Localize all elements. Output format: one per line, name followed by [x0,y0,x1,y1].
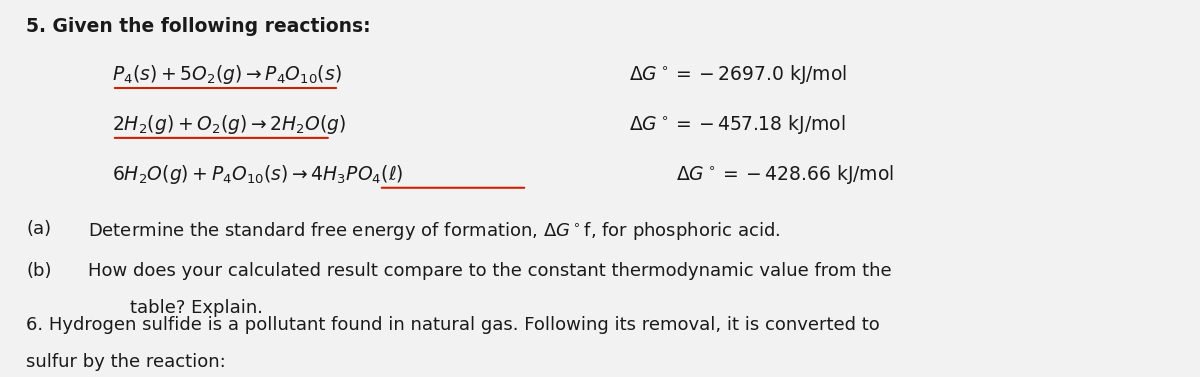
Text: $\Delta G^\circ = -428.66\ \mathrm{kJ/mol}$: $\Delta G^\circ = -428.66\ \mathrm{kJ/mo… [677,162,894,185]
Text: $\Delta G^\circ = -457.18\ \mathrm{kJ/mol}$: $\Delta G^\circ = -457.18\ \mathrm{kJ/mo… [629,113,846,136]
Text: How does your calculated result compare to the constant thermodynamic value from: How does your calculated result compare … [89,262,892,280]
Text: $6H_2O(g) + P_4O_{10}(s) \rightarrow 4H_3PO_4(\ell)$: $6H_2O(g) + P_4O_{10}(s) \rightarrow 4H_… [112,162,403,185]
Text: $2H_2(g) + O_2(g) \rightarrow 2H_2O(g)$: $2H_2(g) + O_2(g) \rightarrow 2H_2O(g)$ [112,113,347,136]
Text: (a): (a) [26,220,52,238]
Text: Determine the standard free energy of formation, $\Delta G^\circ$f, for phosphor: Determine the standard free energy of fo… [89,220,781,242]
Text: $P_4(s) + 5O_2(g) \rightarrow P_4O_{10}(s)$: $P_4(s) + 5O_2(g) \rightarrow P_4O_{10}(… [112,63,342,86]
Text: 5. Given the following reactions:: 5. Given the following reactions: [26,17,371,36]
Text: 6. Hydrogen sulfide is a pollutant found in natural gas. Following its removal, : 6. Hydrogen sulfide is a pollutant found… [26,316,880,334]
Text: table? Explain.: table? Explain. [130,299,263,317]
Text: (b): (b) [26,262,52,280]
Text: sulfur by the reaction:: sulfur by the reaction: [26,353,226,371]
Text: $\Delta G^\circ = -2697.0\ \mathrm{kJ/mol}$: $\Delta G^\circ = -2697.0\ \mathrm{kJ/mo… [629,63,847,86]
